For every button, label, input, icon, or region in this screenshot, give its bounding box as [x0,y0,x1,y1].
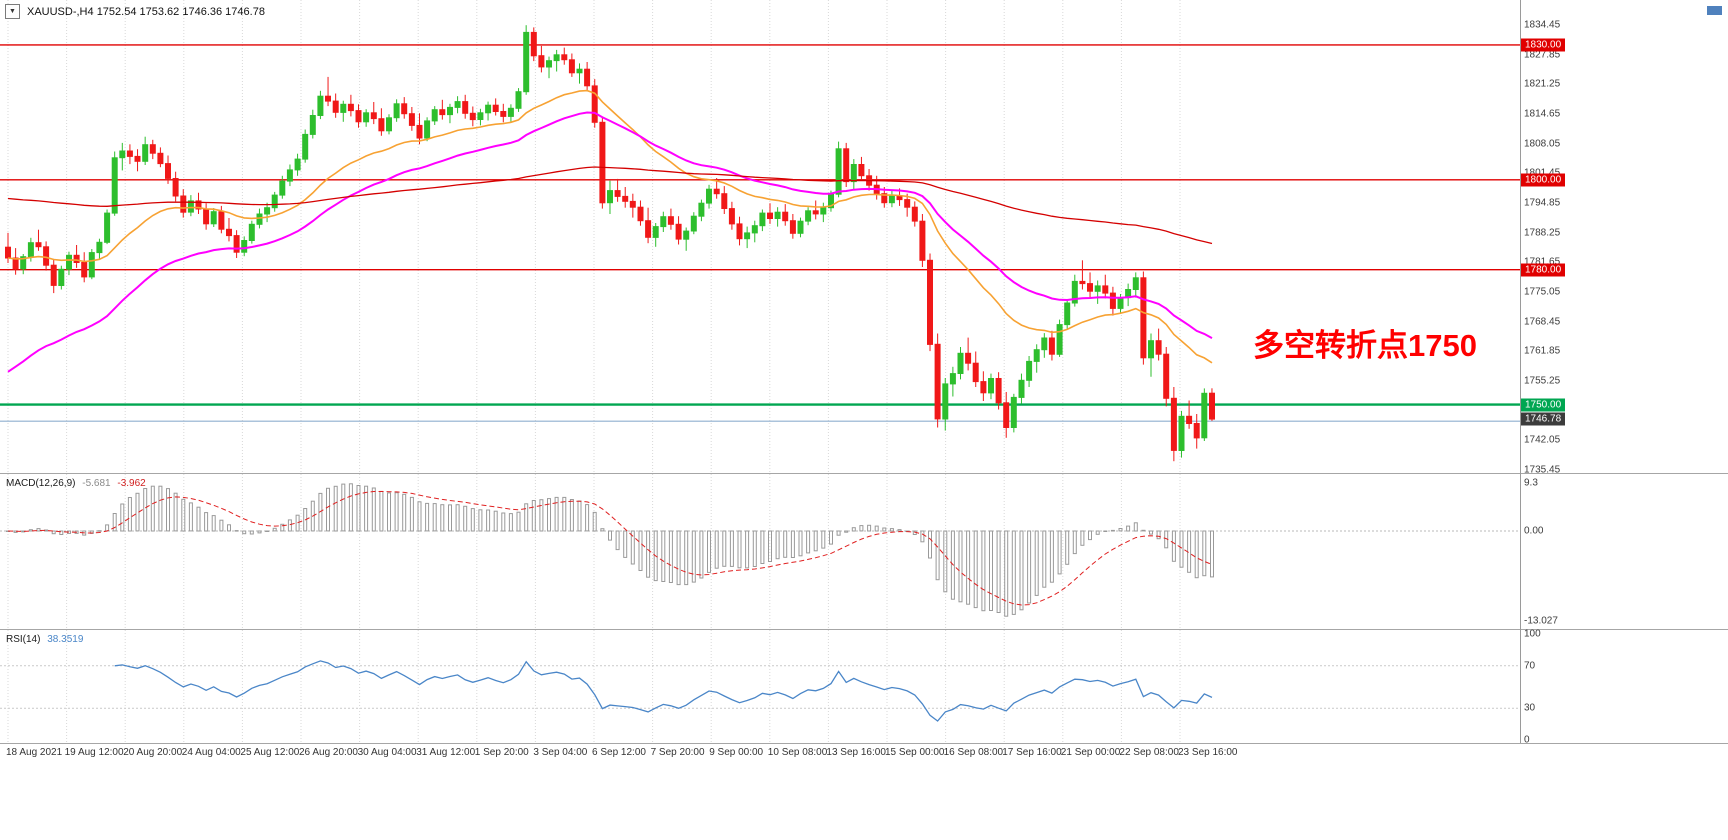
time-axis-label: 24 Aug 04:00 [181,747,241,758]
macd-axis-max: 9.3 [1524,477,1538,489]
rsi-indicator-label: RSI(14) 38.3519 [6,634,87,645]
price-tick-label: 1834.45 [1524,19,1561,31]
ma-mid-magenta [7,111,1213,373]
time-axis-label: 3 Sep 04:00 [533,747,588,758]
rsi-name: RSI(14) [6,634,41,645]
macd-panel[interactable] [0,474,1520,629]
time-axis-label: 18 Aug 2021 [6,747,63,758]
time-axis-separator [0,743,1728,744]
price-level-badge: 1750.00 [1521,398,1566,412]
price-tick-label: 1742.05 [1524,434,1561,446]
price-tick-label: 1788.25 [1524,227,1561,239]
macd-signal-value: -3.962 [117,478,146,489]
time-axis-label: 22 Sep 08:00 [1119,747,1179,758]
price-tick-label: 1808.05 [1524,138,1561,150]
macd-name: MACD(12,26,9) [6,478,76,489]
time-axis-label: 23 Sep 16:00 [1178,747,1238,758]
price-tick-label: 1801.45 [1524,168,1560,179]
macd-axis-zero: 0.00 [1524,525,1544,537]
price-tick-label: 1761.85 [1524,345,1561,357]
candles [5,25,1215,462]
time-axis-label: 10 Sep 08:00 [767,747,828,758]
rsi-value: 38.3519 [47,634,84,645]
panel-separator-macd[interactable] [0,473,1728,474]
time-axis-label: 30 Aug 04:00 [357,747,417,758]
time-axis-label: 25 Aug 12:00 [240,747,300,758]
price-tick-label: 1814.65 [1524,108,1561,120]
price-axis-separator [1520,0,1521,743]
macd-axis-min: -13.027 [1524,615,1558,627]
rsi-axis-label: 0 [1524,734,1530,746]
price-tick-label: 1735.45 [1524,464,1561,476]
low-value: 1746.36 [182,5,223,18]
rsi-axis-label: 100 [1524,628,1541,640]
macd-main-value: -5.681 [82,478,111,489]
price-level-badge: 1780.00 [1521,263,1566,277]
price-level-badge: 1830.00 [1521,38,1566,52]
chart-title: XAUUSD-,H4 1752.54 1753.62 1746.36 1746.… [27,6,265,18]
price-tick-label: 1827.85 [1524,49,1561,61]
time-axis-label: 20 Aug 20:00 [123,747,183,758]
rsi-axis-label: 30 [1524,702,1536,714]
open-value: 1752.54 [96,5,137,18]
time-axis-label: 21 Sep 00:00 [1060,747,1121,758]
time-axis-label: 15 Sep 00:00 [885,747,945,758]
high-value: 1753.62 [139,5,180,18]
chart-title-bar: ▼ XAUUSD-,H4 1752.54 1753.62 1746.36 174… [5,4,265,19]
grid [7,630,1181,743]
symbol-timeframe-label: XAUUSD-,H4 [27,5,94,18]
current-price-badge: 1746.78 [1521,412,1566,426]
panel-separator-rsi[interactable] [0,629,1728,630]
macd-signal-line [7,491,1213,606]
macd-histogram [6,483,1214,617]
rsi-line [114,660,1213,722]
time-axis-label: 19 Aug 12:00 [64,747,124,758]
time-axis-label: 1 Sep 20:00 [474,747,529,758]
macd-indicator-label: MACD(12,26,9) -5.681 -3.962 [6,478,150,489]
main-price-chart[interactable] [0,0,1520,472]
time-axis-label: 31 Aug 12:00 [416,747,476,758]
time-axis-label: 7 Sep 20:00 [650,747,705,758]
symbol-dropdown-button[interactable]: ▼ [5,4,20,19]
rsi-axis-label: 70 [1524,660,1536,672]
time-axis-label: 13 Sep 16:00 [826,747,886,758]
grid [7,474,1181,629]
scrollbar-thumb[interactable] [1707,6,1722,15]
time-axis-label: 16 Sep 08:00 [943,747,1004,758]
price-tick-label: 1794.85 [1524,197,1561,209]
ma-fast-orange [7,89,1213,364]
price-level-badge: 1800.00 [1521,173,1566,187]
rsi-panel[interactable] [0,630,1520,743]
price-tick-label: 1821.25 [1524,78,1561,90]
ma-slow-red [7,166,1213,245]
grid [7,0,1181,472]
time-axis-label: 26 Aug 20:00 [299,747,358,758]
close-value: 1746.78 [225,5,265,18]
time-axis-label: 17 Sep 16:00 [1002,747,1062,758]
price-tick-label: 1755.25 [1524,375,1561,387]
price-tick-label: 1775.05 [1524,286,1561,298]
price-tick-label: 1781.65 [1524,257,1560,268]
price-tick-label: 1768.45 [1524,316,1561,328]
time-axis-label: 9 Sep 00:00 [709,747,764,758]
time-axis-label: 6 Sep 12:00 [592,747,646,758]
annotation-text: 多空转折点1750 [1253,328,1477,363]
